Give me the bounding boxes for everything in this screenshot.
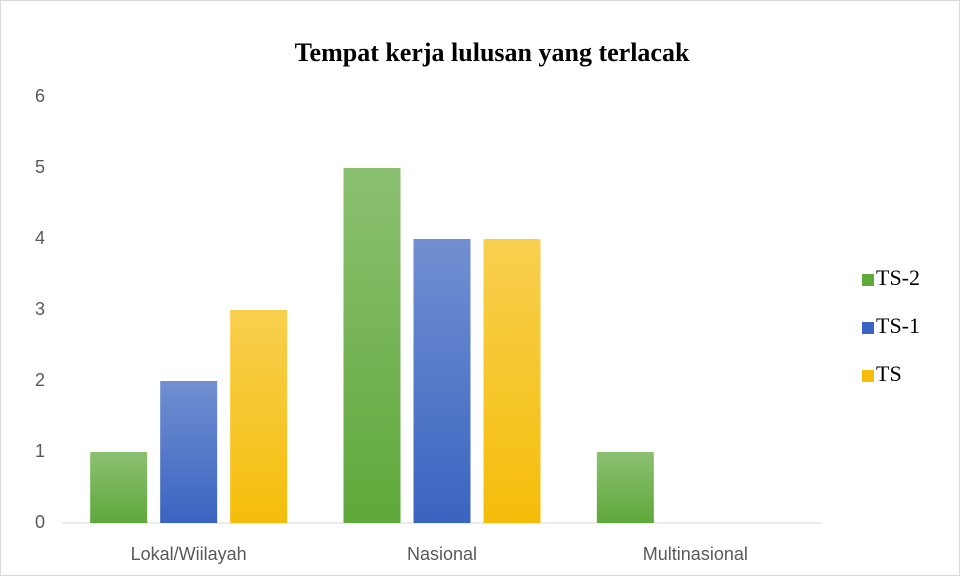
- bar: [160, 381, 218, 523]
- chart-title: Tempat kerja lulusan yang terlacak: [295, 38, 690, 67]
- legend-swatch: [862, 274, 874, 286]
- bar: [343, 168, 401, 523]
- y-tick-label: 4: [35, 228, 45, 248]
- y-tick-label: 3: [35, 299, 45, 319]
- y-tick-label: 2: [35, 370, 45, 390]
- y-tick-label: 1: [35, 441, 45, 461]
- legend-swatch: [862, 322, 874, 334]
- bar: [596, 452, 654, 523]
- legend-label: TS-1: [876, 313, 920, 338]
- y-tick-label: 0: [35, 512, 45, 532]
- legend-label: TS: [876, 361, 902, 386]
- x-tick-label: Multinasional: [643, 544, 748, 564]
- legend-swatch: [862, 370, 874, 382]
- legend-label: TS-2: [876, 265, 920, 290]
- x-tick-label: Nasional: [407, 544, 477, 564]
- bar: [90, 452, 148, 523]
- x-tick-label: Lokal/Wiilayah: [131, 544, 247, 564]
- y-tick-label: 6: [35, 86, 45, 106]
- bar: [483, 239, 541, 523]
- bar: [413, 239, 471, 523]
- bar: [230, 310, 288, 523]
- y-tick-label: 5: [35, 157, 45, 177]
